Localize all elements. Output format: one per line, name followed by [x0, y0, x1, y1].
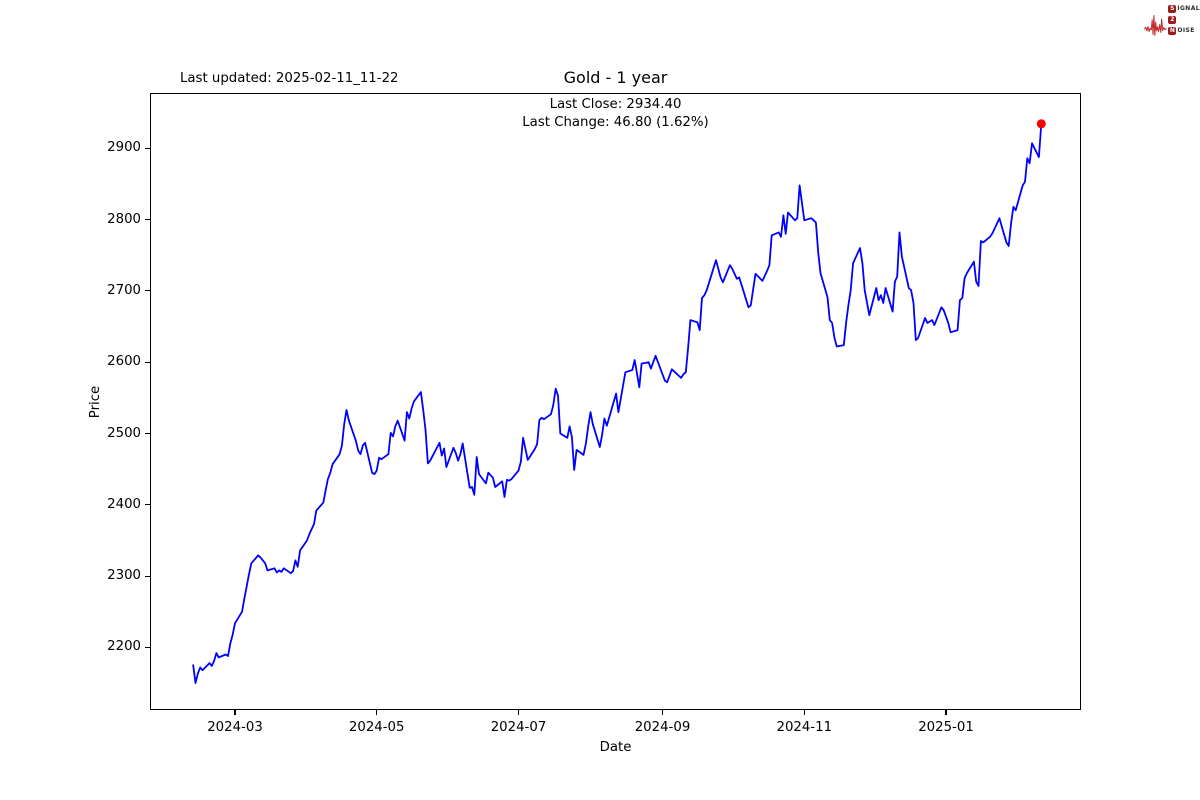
y-tick-mark: [145, 361, 150, 363]
brand-logo-row: S IGNAL: [1168, 5, 1200, 13]
y-tick-mark: [145, 646, 150, 648]
brand-logo-row: 2: [1168, 16, 1200, 24]
last-change-annotation: Last Change: 46.80 (1.62%): [522, 115, 709, 130]
x-tick-label: 2024-07: [490, 720, 547, 735]
x-tick-label: 2024-11: [776, 720, 833, 735]
y-tick-label: 2900: [107, 140, 141, 156]
waveform-icon: [1144, 15, 1167, 36]
brand-word-rest: OISE: [1177, 27, 1195, 34]
y-tick-label: 2500: [107, 425, 141, 441]
y-tick-mark: [145, 147, 150, 149]
y-tick-mark: [145, 290, 150, 292]
x-tick-label: 2025-01: [918, 720, 974, 735]
x-tick-mark: [661, 710, 664, 715]
y-axis-title: Price: [88, 385, 103, 419]
x-tick-mark: [234, 710, 236, 715]
y-tick-label: 2700: [107, 282, 141, 298]
y-tick-label: 2400: [107, 496, 141, 512]
brand-logo-row: N OISE: [1168, 27, 1200, 35]
y-tick-label: 2200: [107, 639, 141, 655]
brand-logo: S IGNAL 2 N OISE: [1144, 4, 1200, 44]
y-tick-label: 2800: [107, 211, 141, 227]
plot-area: [150, 93, 1081, 710]
y-tick-label: 2600: [107, 354, 141, 370]
x-tick-mark: [945, 710, 947, 715]
x-tick-label: 2024-03: [207, 720, 263, 735]
y-tick-mark: [145, 575, 150, 577]
page-title: Gold - 1 year: [563, 68, 668, 87]
brand-initial-box: 2: [1168, 16, 1177, 24]
brand-word-rest: IGNAL: [1177, 5, 1200, 12]
y-tick-mark: [145, 219, 150, 221]
brand-initial-box: N: [1168, 27, 1177, 35]
y-tick-mark: [145, 504, 150, 506]
x-tick-mark: [376, 710, 378, 715]
last-updated-text: Last updated: 2025-02-11_11-22: [180, 71, 399, 86]
last-close-annotation: Last Close: 2934.40: [549, 97, 682, 112]
y-tick-label: 2300: [107, 568, 141, 584]
brand-logo-text: S IGNAL 2 N OISE: [1168, 4, 1200, 35]
x-tick-label: 2024-05: [348, 720, 405, 735]
x-tick-mark: [803, 710, 805, 715]
y-tick-mark: [145, 432, 150, 435]
brand-initial-box: S: [1168, 5, 1177, 13]
x-tick-mark: [517, 710, 520, 715]
x-axis-title: Date: [599, 740, 632, 755]
x-tick-label: 2024-09: [634, 720, 691, 735]
